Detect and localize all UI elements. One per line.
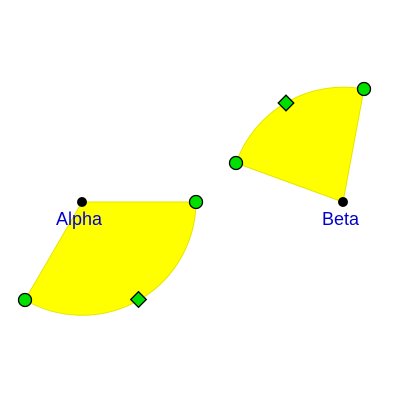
- beta-radius-point[interactable]: [356, 81, 372, 97]
- sector-beta: Beta: [228, 81, 372, 229]
- sector-beta-shape: [235, 86, 365, 203]
- alpha-angle-point[interactable]: [17, 292, 33, 308]
- alpha-label: Alpha: [56, 209, 103, 229]
- beta-center-point[interactable]: [338, 197, 348, 207]
- sector-alpha-shape: [24, 201, 197, 316]
- beta-arc-handle[interactable]: [277, 94, 295, 112]
- alpha-center-point[interactable]: [77, 197, 87, 207]
- beta-label: Beta: [322, 209, 360, 229]
- beta-angle-point[interactable]: [228, 155, 244, 171]
- alpha-arc-handle[interactable]: [129, 290, 148, 309]
- alpha-radius-point[interactable]: [188, 194, 204, 210]
- sector-alpha: Alpha: [17, 194, 204, 316]
